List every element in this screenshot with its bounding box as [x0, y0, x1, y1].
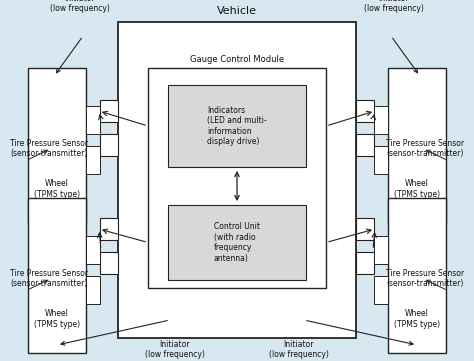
Text: Wheel
(TPMS type): Wheel (TPMS type) [34, 309, 80, 329]
Bar [374, 276, 388, 304]
Text: Tire Pressure Sensor
(sensor-transmitter): Tire Pressure Sensor (sensor-transmitter… [386, 269, 464, 288]
Bar [118, 22, 356, 338]
Text: Initiator
(low frequency): Initiator (low frequency) [269, 340, 329, 360]
Text: Initiator
(low frequency): Initiator (low frequency) [145, 340, 205, 360]
Bar [388, 198, 446, 353]
Bar [100, 100, 118, 122]
Bar [86, 276, 100, 304]
Bar [168, 205, 306, 280]
Bar [356, 218, 374, 240]
Bar [374, 146, 388, 174]
Bar [356, 134, 374, 156]
Text: Indicators
(LED and multi-
information
display drive): Indicators (LED and multi- information d… [207, 106, 267, 146]
Text: Wheel
(TPMS type): Wheel (TPMS type) [394, 179, 440, 199]
Bar [86, 106, 100, 134]
Text: Vehicle: Vehicle [217, 6, 257, 16]
Bar [100, 252, 118, 274]
Bar [168, 85, 306, 167]
Bar [356, 252, 374, 274]
Bar [100, 218, 118, 240]
Text: Tire Pressure Sensor
(sensor-transmitter): Tire Pressure Sensor (sensor-transmitter… [386, 139, 464, 158]
Bar [388, 68, 446, 223]
Bar [356, 100, 374, 122]
Bar [374, 106, 388, 134]
Text: Wheel
(TPMS type): Wheel (TPMS type) [394, 309, 440, 329]
Text: Wheel
(TPMS type): Wheel (TPMS type) [34, 179, 80, 199]
Text: Tire Pressure Sensor
(sensor-transmitter): Tire Pressure Sensor (sensor-transmitter… [10, 139, 88, 158]
Bar [374, 236, 388, 264]
Bar [28, 198, 86, 353]
Text: Tire Pressure Sensor
(sensor-transmitter): Tire Pressure Sensor (sensor-transmitter… [10, 269, 88, 288]
Text: Control Unit
(with radio
frequency
antenna): Control Unit (with radio frequency anten… [214, 222, 260, 262]
Bar [86, 236, 100, 264]
Bar [28, 68, 86, 223]
Bar [86, 146, 100, 174]
Text: Gauge Control Module: Gauge Control Module [190, 55, 284, 64]
Text: Initiator
(low frequency): Initiator (low frequency) [50, 0, 110, 13]
Text: Initiator
(low frequency): Initiator (low frequency) [364, 0, 424, 13]
Bar [100, 134, 118, 156]
Bar [148, 68, 326, 288]
